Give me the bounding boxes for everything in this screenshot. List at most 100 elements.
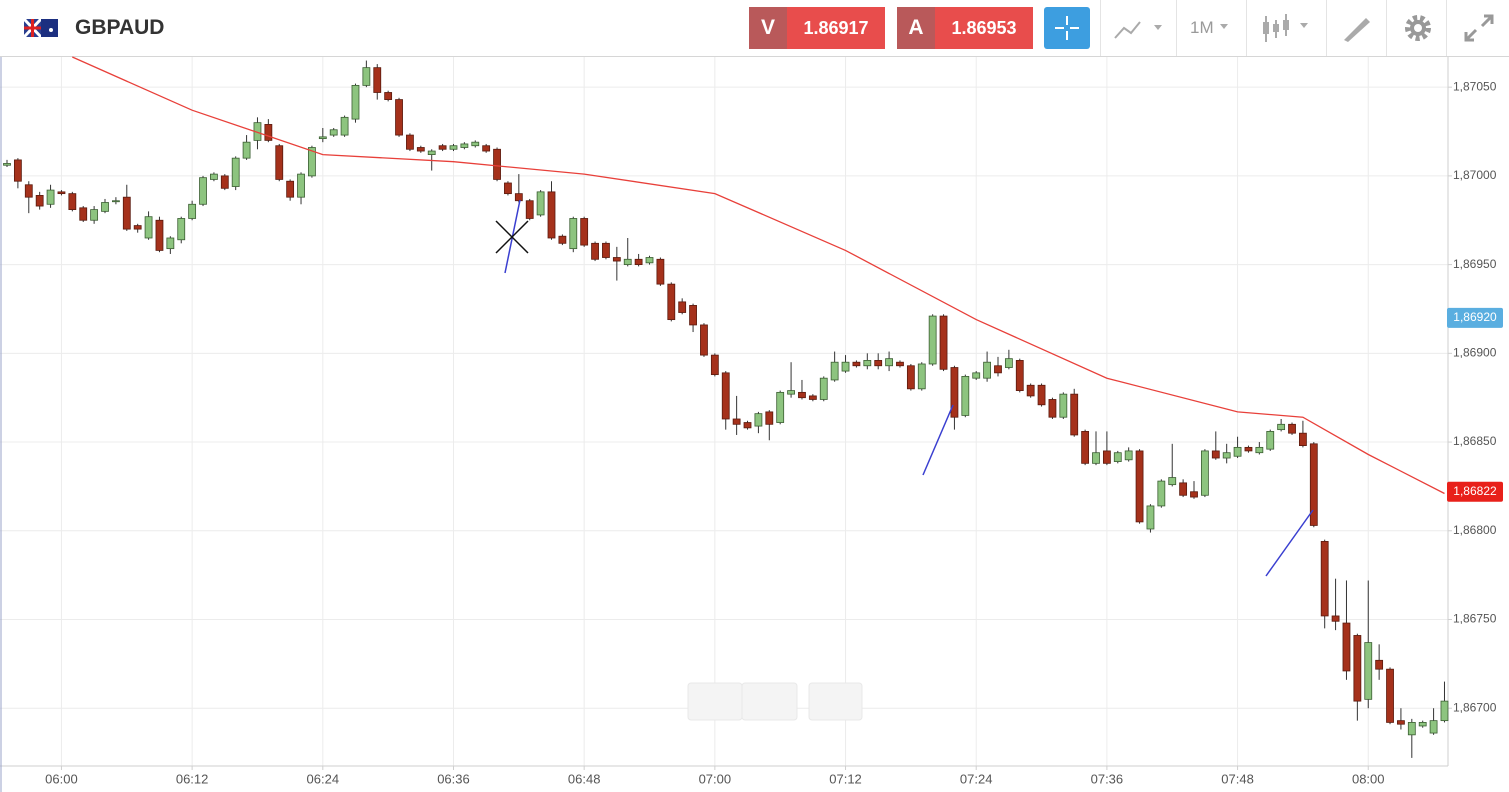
fullscreen-button[interactable] [1462,12,1496,44]
candle-body [787,390,795,395]
candle-body [841,361,850,372]
candle-body [906,365,915,390]
candle-body [1092,452,1100,464]
y-tick-label: 1,87050 [1453,79,1497,93]
separator [1446,0,1447,56]
candle-body [732,418,741,425]
candle-body [1397,720,1405,725]
sell-label[interactable]: V [749,7,787,49]
candle-body [1386,668,1394,723]
candle-body [1190,491,1198,498]
price-tag [1447,481,1503,502]
y-tick-label: 1,86950 [1453,257,1497,271]
price-tag-label: 1,86822 [1453,484,1497,498]
crosshair-button[interactable] [1044,7,1090,49]
candle-body [351,84,360,120]
candle-body [569,218,578,250]
nav-buttons[interactable] [687,682,863,721]
candle-body [1059,393,1068,418]
candle-body [449,145,458,150]
candle-body [373,67,382,93]
candle-body [950,367,959,418]
candle-body [1407,722,1416,736]
candle-body [438,145,447,150]
candle-body [917,363,926,390]
buy-price[interactable]: 1.86953 [935,7,1033,49]
candle-body [1157,480,1166,507]
candle-body [602,242,610,258]
candle-body [155,219,164,251]
candle-body [504,182,512,195]
candle-body [1026,384,1035,397]
candle-body [536,191,545,216]
candle-body [765,411,774,425]
chart-type-button[interactable] [1112,14,1168,44]
candle-body [101,202,109,212]
settings-button[interactable] [1402,12,1434,44]
x-tick-label: 07:00 [699,771,732,786]
candle-body [645,257,654,264]
candle-body [1124,450,1133,461]
draw-button[interactable] [1340,12,1374,44]
toolbar: GBPAUD V 1.86917 A 1.86953 1M [0,0,1509,57]
candle-body [885,358,893,367]
candle-body [1037,384,1046,406]
y-tick-label: 1,87000 [1453,168,1497,182]
moving-average [72,56,1445,495]
candle-body [1309,443,1318,526]
candle-button[interactable] [1260,12,1316,46]
candle-body [939,315,948,370]
buy-label[interactable]: A [897,7,935,49]
candle-body [1418,722,1427,727]
trend-annotation [1265,509,1314,577]
candle-body [1081,431,1090,464]
candle-body [1255,446,1264,454]
candle-body [297,173,305,198]
candle-body [340,116,349,136]
candle-body [819,377,828,400]
candle-body [514,193,523,202]
candle-body [460,143,469,148]
candle-body [623,258,632,266]
candle-body [144,216,153,239]
candle-body [1070,393,1079,436]
candle-body [972,372,981,379]
timeframe[interactable]: 1M [1190,18,1214,37]
x-tick-label: 06:24 [307,771,340,786]
separator [1176,0,1177,56]
candle-body [57,191,66,195]
candle-body [133,225,142,230]
candle-body [808,395,817,400]
candle-body [928,315,937,365]
candle-body [612,257,621,262]
candle-body [416,147,425,152]
candle-body [961,375,970,416]
candle-body [177,218,186,241]
separator [1326,0,1327,56]
sell-price[interactable]: 1.86917 [787,7,885,49]
candle-body [776,391,785,423]
x-tick-label: 06:12 [176,771,209,786]
candle-body [547,191,556,239]
candle-body [427,150,436,155]
candle-body [3,163,11,166]
candle-body [122,196,131,230]
candle-body [634,258,643,266]
candle-body [318,136,327,140]
candle-body [286,180,295,198]
candle-body [863,360,872,367]
candle-body [210,173,218,180]
candle-body [1375,659,1384,670]
candle-body [525,200,534,219]
candle-body [656,258,665,285]
y-tick-label: 1,86750 [1453,612,1497,626]
candle-body [1320,541,1329,617]
candle-body [384,92,393,100]
candle-body [1211,450,1220,459]
candle-body [68,193,77,211]
candle-body [1353,635,1362,702]
candle-body [874,360,883,367]
separator [1100,0,1101,56]
candle-body [1004,358,1013,368]
candle-body [896,361,904,367]
